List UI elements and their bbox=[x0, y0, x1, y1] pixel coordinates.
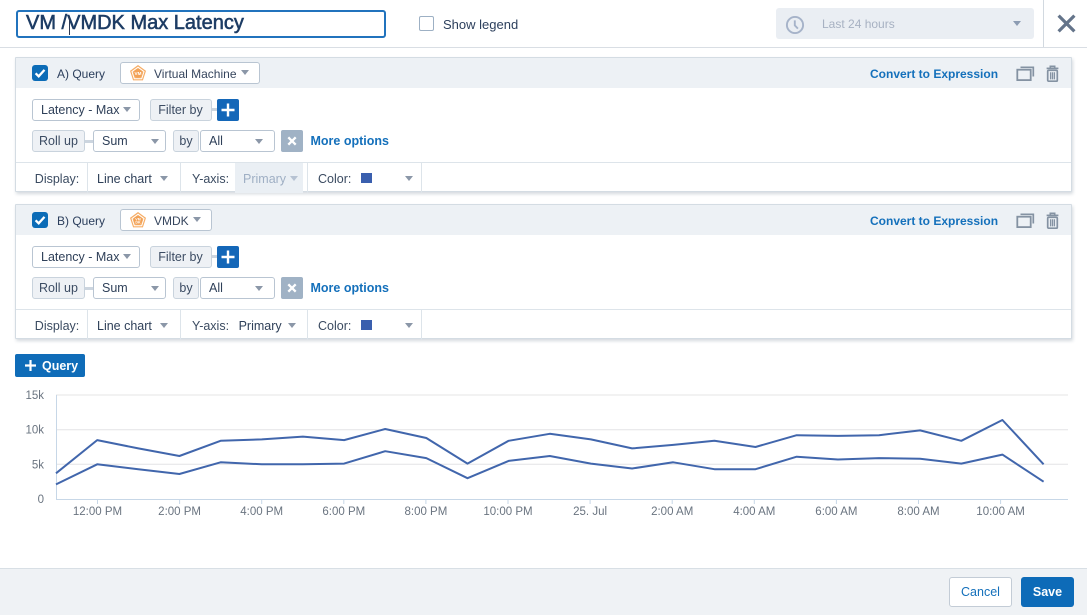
svg-text:25. Jul: 25. Jul bbox=[573, 506, 607, 518]
svg-text:DK: DK bbox=[135, 221, 141, 225]
svg-text:4:00 AM: 4:00 AM bbox=[733, 506, 775, 518]
svg-text:8:00 AM: 8:00 AM bbox=[897, 506, 939, 518]
svg-text:15k: 15k bbox=[25, 390, 44, 402]
svg-text:2:00 AM: 2:00 AM bbox=[651, 506, 693, 518]
svg-text:10:00 AM: 10:00 AM bbox=[976, 506, 1025, 518]
svg-text:6:00 AM: 6:00 AM bbox=[815, 506, 857, 518]
svg-text:2:00 PM: 2:00 PM bbox=[158, 506, 201, 518]
svg-text:12:00 PM: 12:00 PM bbox=[73, 506, 122, 518]
svg-text:10k: 10k bbox=[25, 425, 44, 437]
svg-text:8:00 PM: 8:00 PM bbox=[404, 506, 447, 518]
svg-text:5k: 5k bbox=[32, 459, 44, 471]
svg-text:0: 0 bbox=[38, 494, 44, 506]
svg-text:VM: VM bbox=[135, 71, 142, 76]
svg-text:VM: VM bbox=[135, 217, 140, 221]
svg-text:10:00 PM: 10:00 PM bbox=[483, 506, 532, 518]
svg-text:6:00 PM: 6:00 PM bbox=[322, 506, 365, 518]
svg-text:4:00 PM: 4:00 PM bbox=[240, 506, 283, 518]
